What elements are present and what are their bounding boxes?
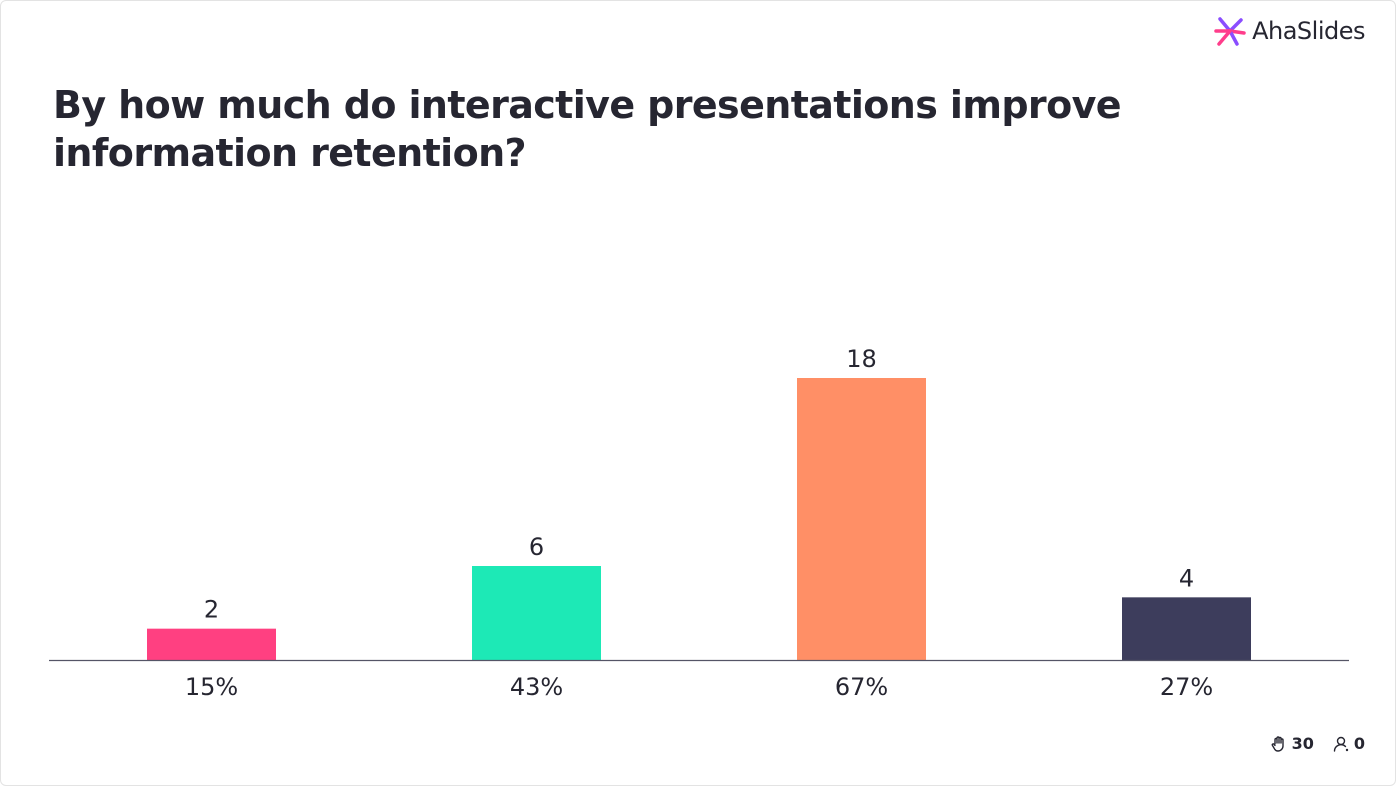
category-label: 27% <box>1160 673 1213 701</box>
bar-1 <box>147 628 276 660</box>
category-label: 15% <box>185 673 238 701</box>
reactions-stat: 30 <box>1270 734 1314 753</box>
bar-2 <box>472 566 601 660</box>
bar-3 <box>797 378 926 660</box>
question-title: By how much do interactive presentations… <box>53 83 1122 175</box>
participants-stat: 0 <box>1332 734 1365 753</box>
bar-value-label: 18 <box>846 345 877 373</box>
bar-value-label: 2 <box>204 596 219 624</box>
ahaslides-logo-icon <box>1214 17 1246 46</box>
bar-value-label: 6 <box>529 533 544 561</box>
hand-icon <box>1271 735 1284 752</box>
bar-4 <box>1122 597 1251 660</box>
bar-value-label: 4 <box>1179 564 1194 592</box>
reactions-count: 30 <box>1291 734 1314 753</box>
category-label: 43% <box>510 673 563 701</box>
category-label: 67% <box>835 673 888 701</box>
response-stats: 30 0 <box>1270 734 1365 753</box>
participants-count: 0 <box>1353 734 1365 753</box>
brand-name: AhaSlides <box>1252 17 1365 45</box>
user-icon <box>1333 736 1349 752</box>
brand-logo: AhaSlides <box>1212 13 1365 49</box>
